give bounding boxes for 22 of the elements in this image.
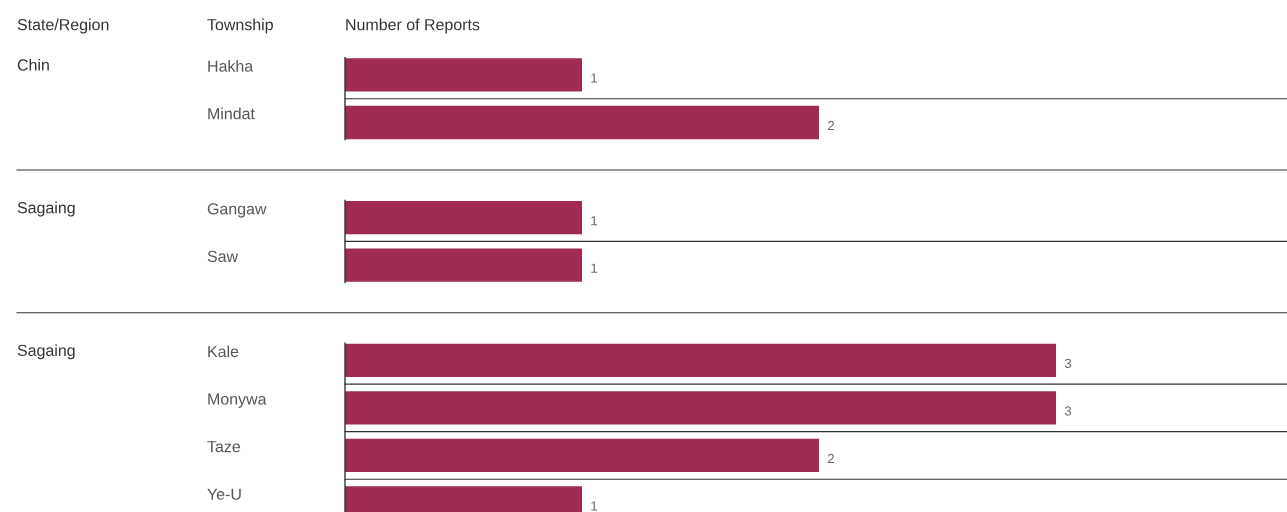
x-axis-title: Number of Reports xyxy=(346,18,480,34)
text: Sagaing xyxy=(17,344,75,360)
text: State/Region xyxy=(17,18,109,34)
y-tick-label: Ye-U xyxy=(207,488,241,500)
data-label: 1 xyxy=(591,73,598,83)
data-label: 1 xyxy=(591,216,598,226)
y-tick-label: Monywa xyxy=(208,393,267,408)
y-tick-label: Taze xyxy=(207,441,241,453)
y-axis-title: Township xyxy=(207,18,273,34)
data-label: 3 xyxy=(1064,406,1072,416)
y-tick-label: Gangaw xyxy=(207,203,267,218)
y-tick-label: Kale xyxy=(208,345,239,358)
data-label: 2 xyxy=(828,120,835,131)
text: Sagaing xyxy=(17,201,75,217)
data-label: 1 xyxy=(591,501,598,511)
text: Chin xyxy=(17,58,49,71)
data-label: 3 xyxy=(1064,358,1072,369)
y-tick-label: Saw xyxy=(207,250,239,263)
y-tick-label: Mindat xyxy=(208,107,255,120)
y-tick-label: Hakha xyxy=(208,60,254,72)
data-label: 1 xyxy=(591,263,598,273)
data-label: 2 xyxy=(828,453,835,464)
